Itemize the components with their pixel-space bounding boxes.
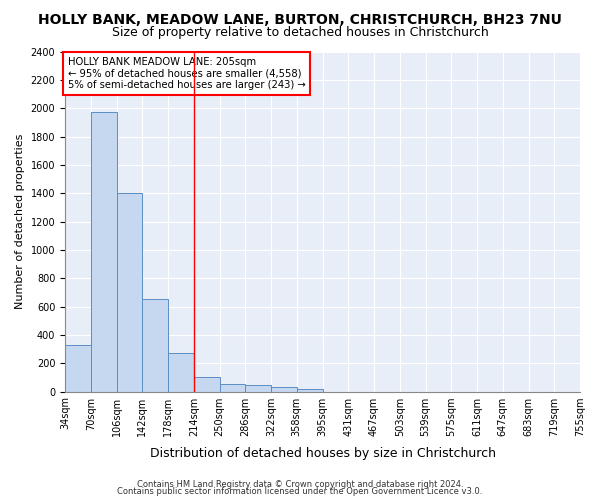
- Bar: [142, 300, 168, 392]
- Bar: [65, 346, 91, 392]
- Bar: [116, 193, 142, 392]
- Text: Size of property relative to detached houses in Christchurch: Size of property relative to detached ho…: [112, 26, 488, 39]
- Bar: [168, 352, 194, 392]
- Bar: [220, 384, 245, 392]
- Y-axis label: Number of detached properties: Number of detached properties: [15, 134, 25, 309]
- Bar: [297, 388, 323, 392]
- Text: HOLLY BANK MEADOW LANE: 205sqm
← 95% of detached houses are smaller (4,558)
5% o: HOLLY BANK MEADOW LANE: 205sqm ← 95% of …: [68, 56, 305, 90]
- Bar: [91, 112, 116, 392]
- Bar: [271, 388, 297, 392]
- Text: HOLLY BANK, MEADOW LANE, BURTON, CHRISTCHURCH, BH23 7NU: HOLLY BANK, MEADOW LANE, BURTON, CHRISTC…: [38, 12, 562, 26]
- Text: Contains public sector information licensed under the Open Government Licence v3: Contains public sector information licen…: [118, 487, 482, 496]
- Bar: [194, 378, 220, 392]
- X-axis label: Distribution of detached houses by size in Christchurch: Distribution of detached houses by size …: [149, 447, 496, 460]
- Bar: [245, 385, 271, 392]
- Text: Contains HM Land Registry data © Crown copyright and database right 2024.: Contains HM Land Registry data © Crown c…: [137, 480, 463, 489]
